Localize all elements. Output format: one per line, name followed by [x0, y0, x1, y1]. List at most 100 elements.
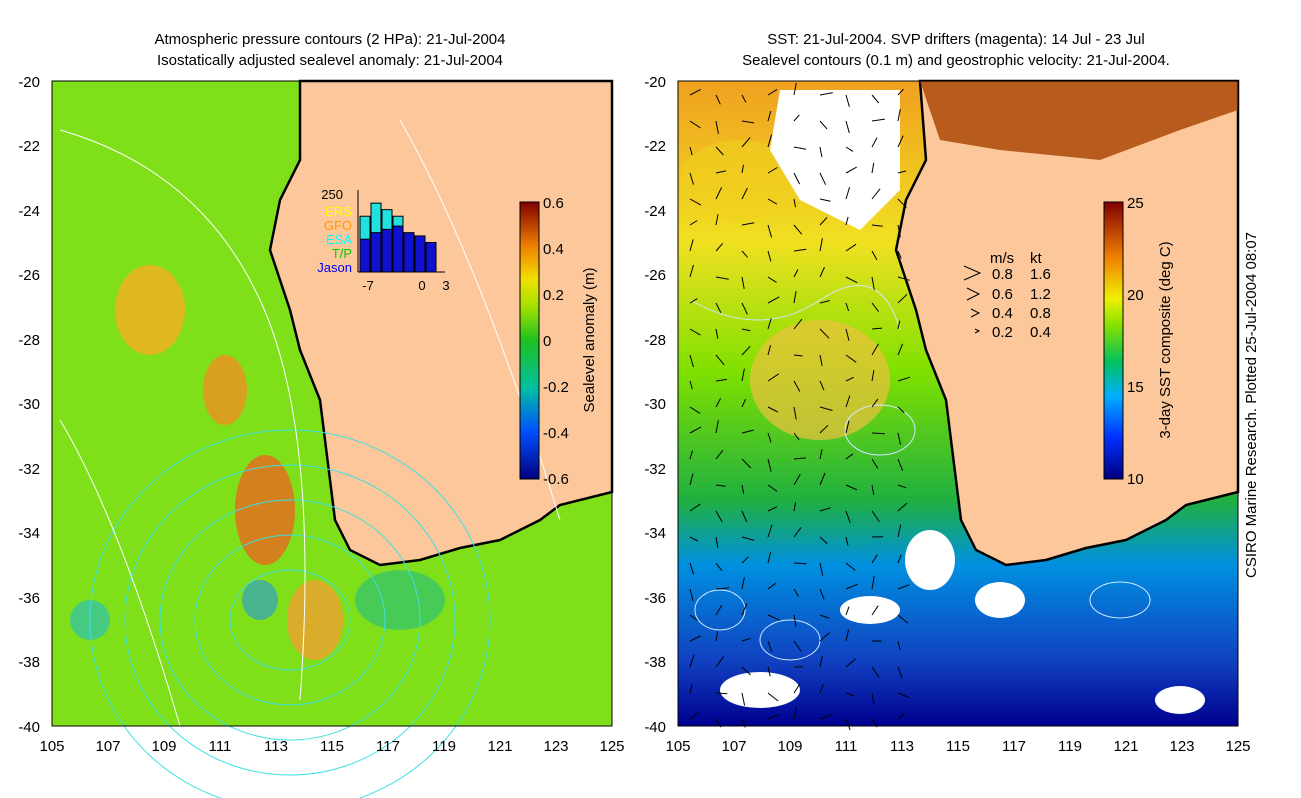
velocity-arrow [689, 354, 694, 368]
velocity-arrow [767, 318, 772, 330]
right-colorbar-tick: 10 [1127, 471, 1144, 488]
velocity-arrow [897, 584, 910, 590]
velocity-arrow [871, 224, 883, 227]
velocity-arrow [741, 222, 755, 226]
velocity-arrow [819, 683, 824, 694]
velocity-arrow [741, 398, 747, 408]
lat-tick: -28 [644, 332, 666, 349]
inset-ymax-label: 250 [321, 187, 343, 202]
inset-bar-blue [370, 232, 382, 273]
velocity-arrow [871, 327, 883, 330]
inset-legend-jason: Jason [317, 260, 352, 275]
lat-tick: -22 [644, 138, 666, 155]
velocity-arrow [871, 302, 879, 312]
left-lat-axis: -20 -22 -24 -26 -28 -30 -32 -34 -36 -38 … [18, 74, 40, 736]
right-cloud [840, 596, 900, 624]
velocity-arrow [897, 135, 904, 148]
velocity-arrow [819, 146, 823, 158]
velocity-arrow [793, 527, 802, 538]
velocity-arrow [845, 658, 857, 668]
left-pressure-contours [89, 429, 491, 798]
inset-bar-blue [414, 235, 426, 273]
velocity-arrow [871, 137, 878, 148]
velocity-arrow [793, 473, 801, 486]
velocity-arrow [715, 378, 727, 382]
velocity-arrow [767, 582, 777, 590]
velocity-arrow [715, 214, 719, 226]
velocity-arrow [767, 373, 780, 382]
lat-tick: -36 [18, 590, 40, 607]
velocity-legend-ms: 0.6 [992, 286, 1013, 303]
left-frame [51, 80, 613, 727]
velocity-arrow [715, 146, 724, 156]
velocity-arrow [819, 507, 831, 512]
velocity-arrow [819, 536, 828, 544]
velocity-arrow [871, 432, 885, 435]
velocity-arrow [897, 406, 905, 414]
lat-tick: -40 [18, 719, 40, 736]
velocity-arrow [897, 88, 904, 96]
velocity-arrow [845, 536, 849, 546]
velocity-arrow [715, 302, 722, 314]
inset-legend-gfo: GFO [324, 218, 352, 233]
left-colorbar-tick: 0 [543, 333, 551, 350]
right-title-line2: Sealevel contours (0.1 m) and geostrophi… [742, 52, 1170, 69]
velocity-arrow [897, 170, 907, 174]
lon-tick: 109 [151, 738, 176, 755]
velocity-arrow [793, 248, 807, 252]
velocity-arrow [819, 424, 829, 434]
velocity-arrow [871, 370, 875, 382]
velocity-arrow [715, 170, 727, 174]
velocity-arrow [715, 187, 723, 200]
right-lon-axis: 105 107 109 111 113 115 117 119 121 123 … [665, 738, 1250, 755]
velocity-arrow [845, 395, 851, 408]
velocity-arrow [689, 503, 701, 512]
velocity-arrow [819, 655, 823, 668]
velocity-arrow [871, 162, 875, 174]
velocity-arrow [819, 198, 831, 202]
velocity-arrow [793, 198, 796, 208]
velocity-arrow [871, 398, 879, 408]
inset-bar-blue [392, 225, 404, 273]
velocity-arrow [819, 172, 827, 185]
velocity-arrow [715, 631, 719, 642]
velocity-legend-arrow [966, 287, 981, 301]
left-colorbar-tick: -0.2 [543, 379, 569, 396]
lon-tick: 113 [890, 738, 914, 755]
velocity-arrow [845, 510, 851, 524]
lat-tick: -40 [644, 719, 666, 736]
velocity-arrow [819, 328, 830, 339]
velocity-arrow [793, 502, 796, 512]
velocity-arrow [871, 250, 878, 261]
velocity-arrow [689, 172, 694, 185]
velocity-arrow [689, 635, 701, 642]
velocity-arrow [793, 82, 797, 96]
lon-tick: 111 [209, 738, 232, 755]
velocity-arrow [741, 250, 748, 258]
velocity-arrow [715, 587, 729, 590]
velocity-arrow [897, 293, 908, 304]
velocity-arrow [689, 380, 693, 390]
right-colorbar [1103, 201, 1124, 480]
left-anomaly-cool [355, 570, 445, 630]
velocity-arrow [819, 380, 825, 391]
credit-text: CSIRO Marine Research. Plotted 25-Jul-20… [1243, 232, 1260, 578]
right-colorbar-tick: 20 [1127, 287, 1144, 304]
velocity-arrow [845, 243, 857, 252]
velocity-arrow [741, 120, 755, 124]
inset-bar-blue [425, 241, 437, 273]
velocity-legend-kt: 0.8 [1030, 305, 1051, 322]
velocity-arrow [715, 328, 719, 339]
velocity-arrow [741, 603, 748, 616]
velocity-arrow [845, 146, 854, 152]
velocity-arrow [845, 484, 858, 491]
lon-tick: 107 [95, 738, 120, 755]
left-colorbar [519, 201, 540, 480]
velocity-arrow [793, 706, 797, 720]
velocity-arrow [819, 354, 823, 366]
lon-tick: 111 [835, 738, 858, 755]
velocity-arrow [689, 684, 693, 694]
velocity-arrow [715, 449, 724, 460]
velocity-arrow [819, 449, 823, 460]
velocity-arrow [689, 298, 698, 304]
